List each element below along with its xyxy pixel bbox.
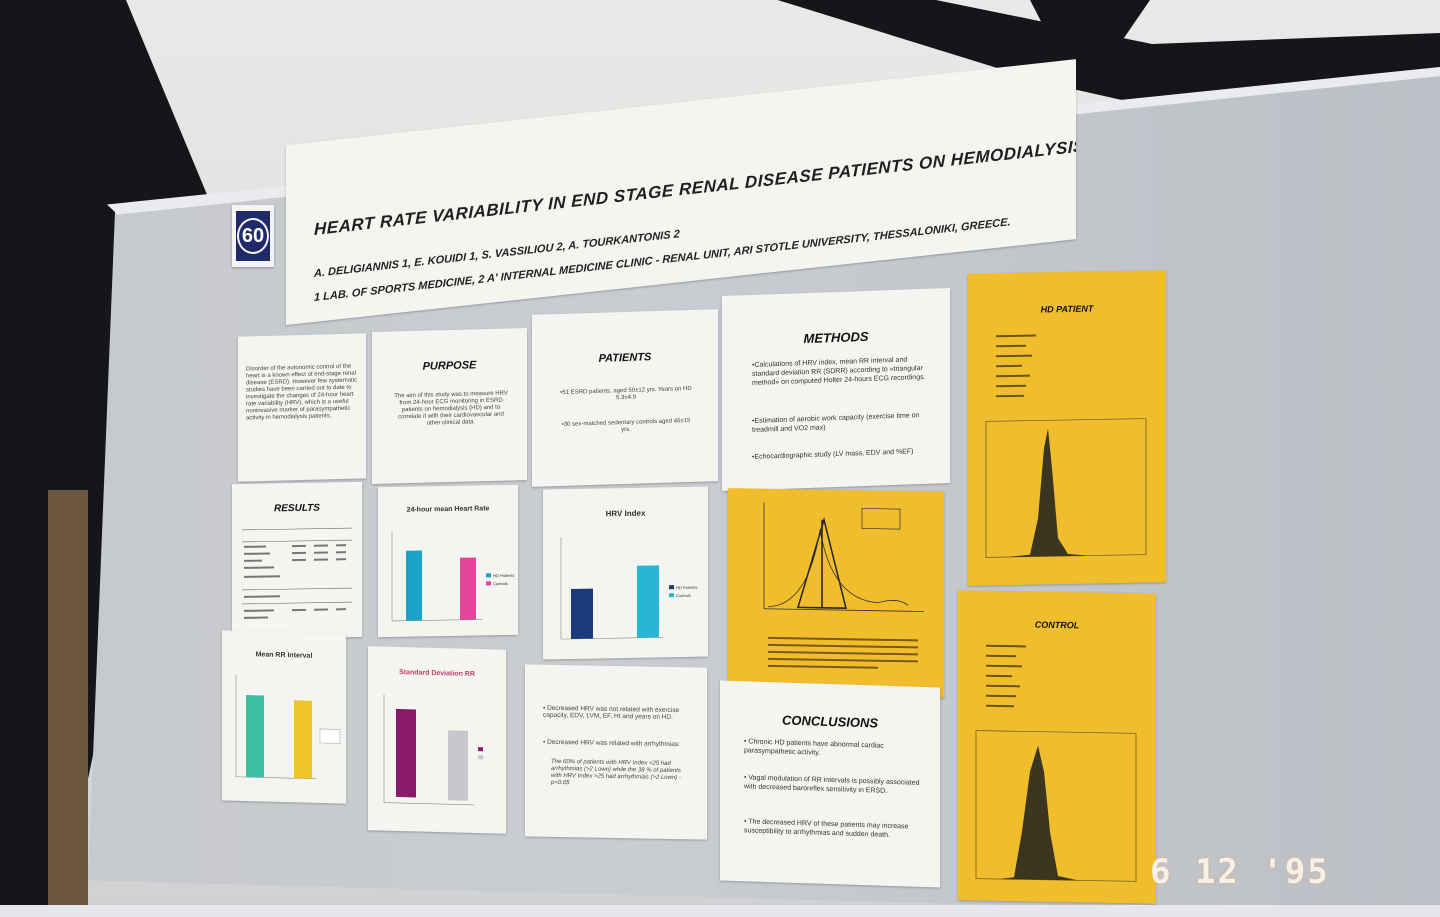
conclusions-sheet: CONCLUSIONS • Chronic HD patients have a… — [720, 680, 940, 888]
legend-hd: HD Patients — [676, 585, 697, 590]
conclusion-item: • The decreased HRV of these patients ma… — [744, 818, 909, 839]
mean-rr-chart-title: Mean RR Interval — [255, 651, 313, 660]
bar-controls — [294, 700, 312, 779]
sdrr-chart-title: Standard Deviation RR — [399, 669, 475, 678]
results-sheet: RESULTS — [232, 481, 362, 640]
triangular-method-graphic — [763, 502, 924, 669]
correlation-item: • Decreased HRV was related with arrhyth… — [543, 738, 680, 749]
triangular-method-sheet — [728, 488, 944, 698]
hd-patient-histogram — [985, 334, 1147, 558]
bar-controls — [637, 565, 659, 638]
control-histogram — [975, 644, 1137, 882]
patients-item: •30 sex-matched sedentary controls aged … — [561, 417, 691, 434]
heart-rate-chart-title: 24-hour mean Heart Rate — [406, 505, 490, 514]
heart-rate-chart: HD Patients Controls — [391, 530, 514, 622]
hrv-index-chart-sheet: HRV Index HD Patients Controls — [543, 486, 708, 660]
bar-controls — [448, 730, 468, 801]
control-title: CONTROL — [1034, 619, 1080, 631]
patients-item: •51 ESRD patients, aged 50±12 yrs. Years… — [560, 385, 692, 402]
poster-number-badge: 60 — [232, 205, 274, 267]
correlation-sheet: • Decreased HRV was not related with exe… — [525, 664, 707, 840]
bar-hd-patients — [396, 708, 416, 798]
methods-title: METHODS — [803, 328, 869, 347]
methods-sheet: METHODS •Calculations of HRV index, mean… — [722, 288, 950, 491]
poster-number-plate: 60 — [236, 211, 270, 261]
methods-item: •Estimation of aerobic work capacity (ex… — [752, 412, 920, 434]
correlation-item: The 60% of patients with HRV Index <25 h… — [551, 758, 681, 787]
mean-rr-chart — [235, 674, 341, 780]
poster-number: 60 — [237, 218, 269, 254]
photo-date-stamp: 6 12 '95 — [1150, 852, 1330, 892]
legend-hd: HD Patients — [493, 573, 514, 578]
sdrr-chart — [383, 694, 483, 806]
intro-text: Disorder of the autonomic control of the… — [246, 363, 358, 422]
board-left-edge — [48, 490, 88, 910]
mean-rr-chart-sheet: Mean RR Interval — [222, 630, 346, 804]
legend-controls: Controls — [493, 581, 508, 586]
methods-item: •Calculations of HRV index, mean RR inte… — [752, 356, 926, 387]
bar-hd-patients — [246, 695, 264, 778]
hrv-index-chart: HD Patients Controls — [560, 537, 697, 640]
hrv-index-chart-title: HRV Index — [605, 508, 646, 519]
bar-hd-patients — [406, 550, 422, 621]
purpose-title: PURPOSE — [422, 359, 477, 373]
hd-patient-title: HD PATIENT — [1040, 303, 1094, 315]
patients-title: PATIENTS — [598, 351, 652, 365]
purpose-sheet: PURPOSE The aim of this study was to mea… — [372, 327, 527, 485]
patients-sheet: PATIENTS •51 ESRD patients, aged 50±12 y… — [532, 309, 718, 487]
purpose-text: The aim of this study was to measure HRV… — [394, 390, 508, 427]
conclusion-item: • Vagal modulation of RR intervals is po… — [744, 774, 920, 795]
sdrr-chart-sheet: Standard Deviation RR — [368, 646, 506, 834]
correlation-item: • Decreased HRV was not related with exe… — [543, 704, 680, 721]
conclusion-item: • Chronic HD patients have abnormal card… — [744, 738, 884, 757]
bottom-strip — [0, 905, 1440, 917]
heart-rate-chart-sheet: 24-hour mean Heart Rate HD Patients Cont… — [378, 484, 518, 638]
hd-patient-sheet: HD PATIENT — [968, 270, 1166, 586]
control-sheet: CONTROL — [958, 590, 1156, 904]
results-title: RESULTS — [274, 502, 320, 515]
bar-controls — [460, 557, 476, 620]
intro-sheet: Disorder of the autonomic control of the… — [238, 333, 366, 482]
bar-hd-patients — [571, 588, 593, 639]
conclusions-title: CONCLUSIONS — [781, 712, 879, 731]
legend-controls: Controls — [676, 593, 691, 598]
results-table-graphic — [242, 527, 352, 619]
methods-item: •Echocardiographic study (LV mass, EDV a… — [752, 448, 914, 461]
